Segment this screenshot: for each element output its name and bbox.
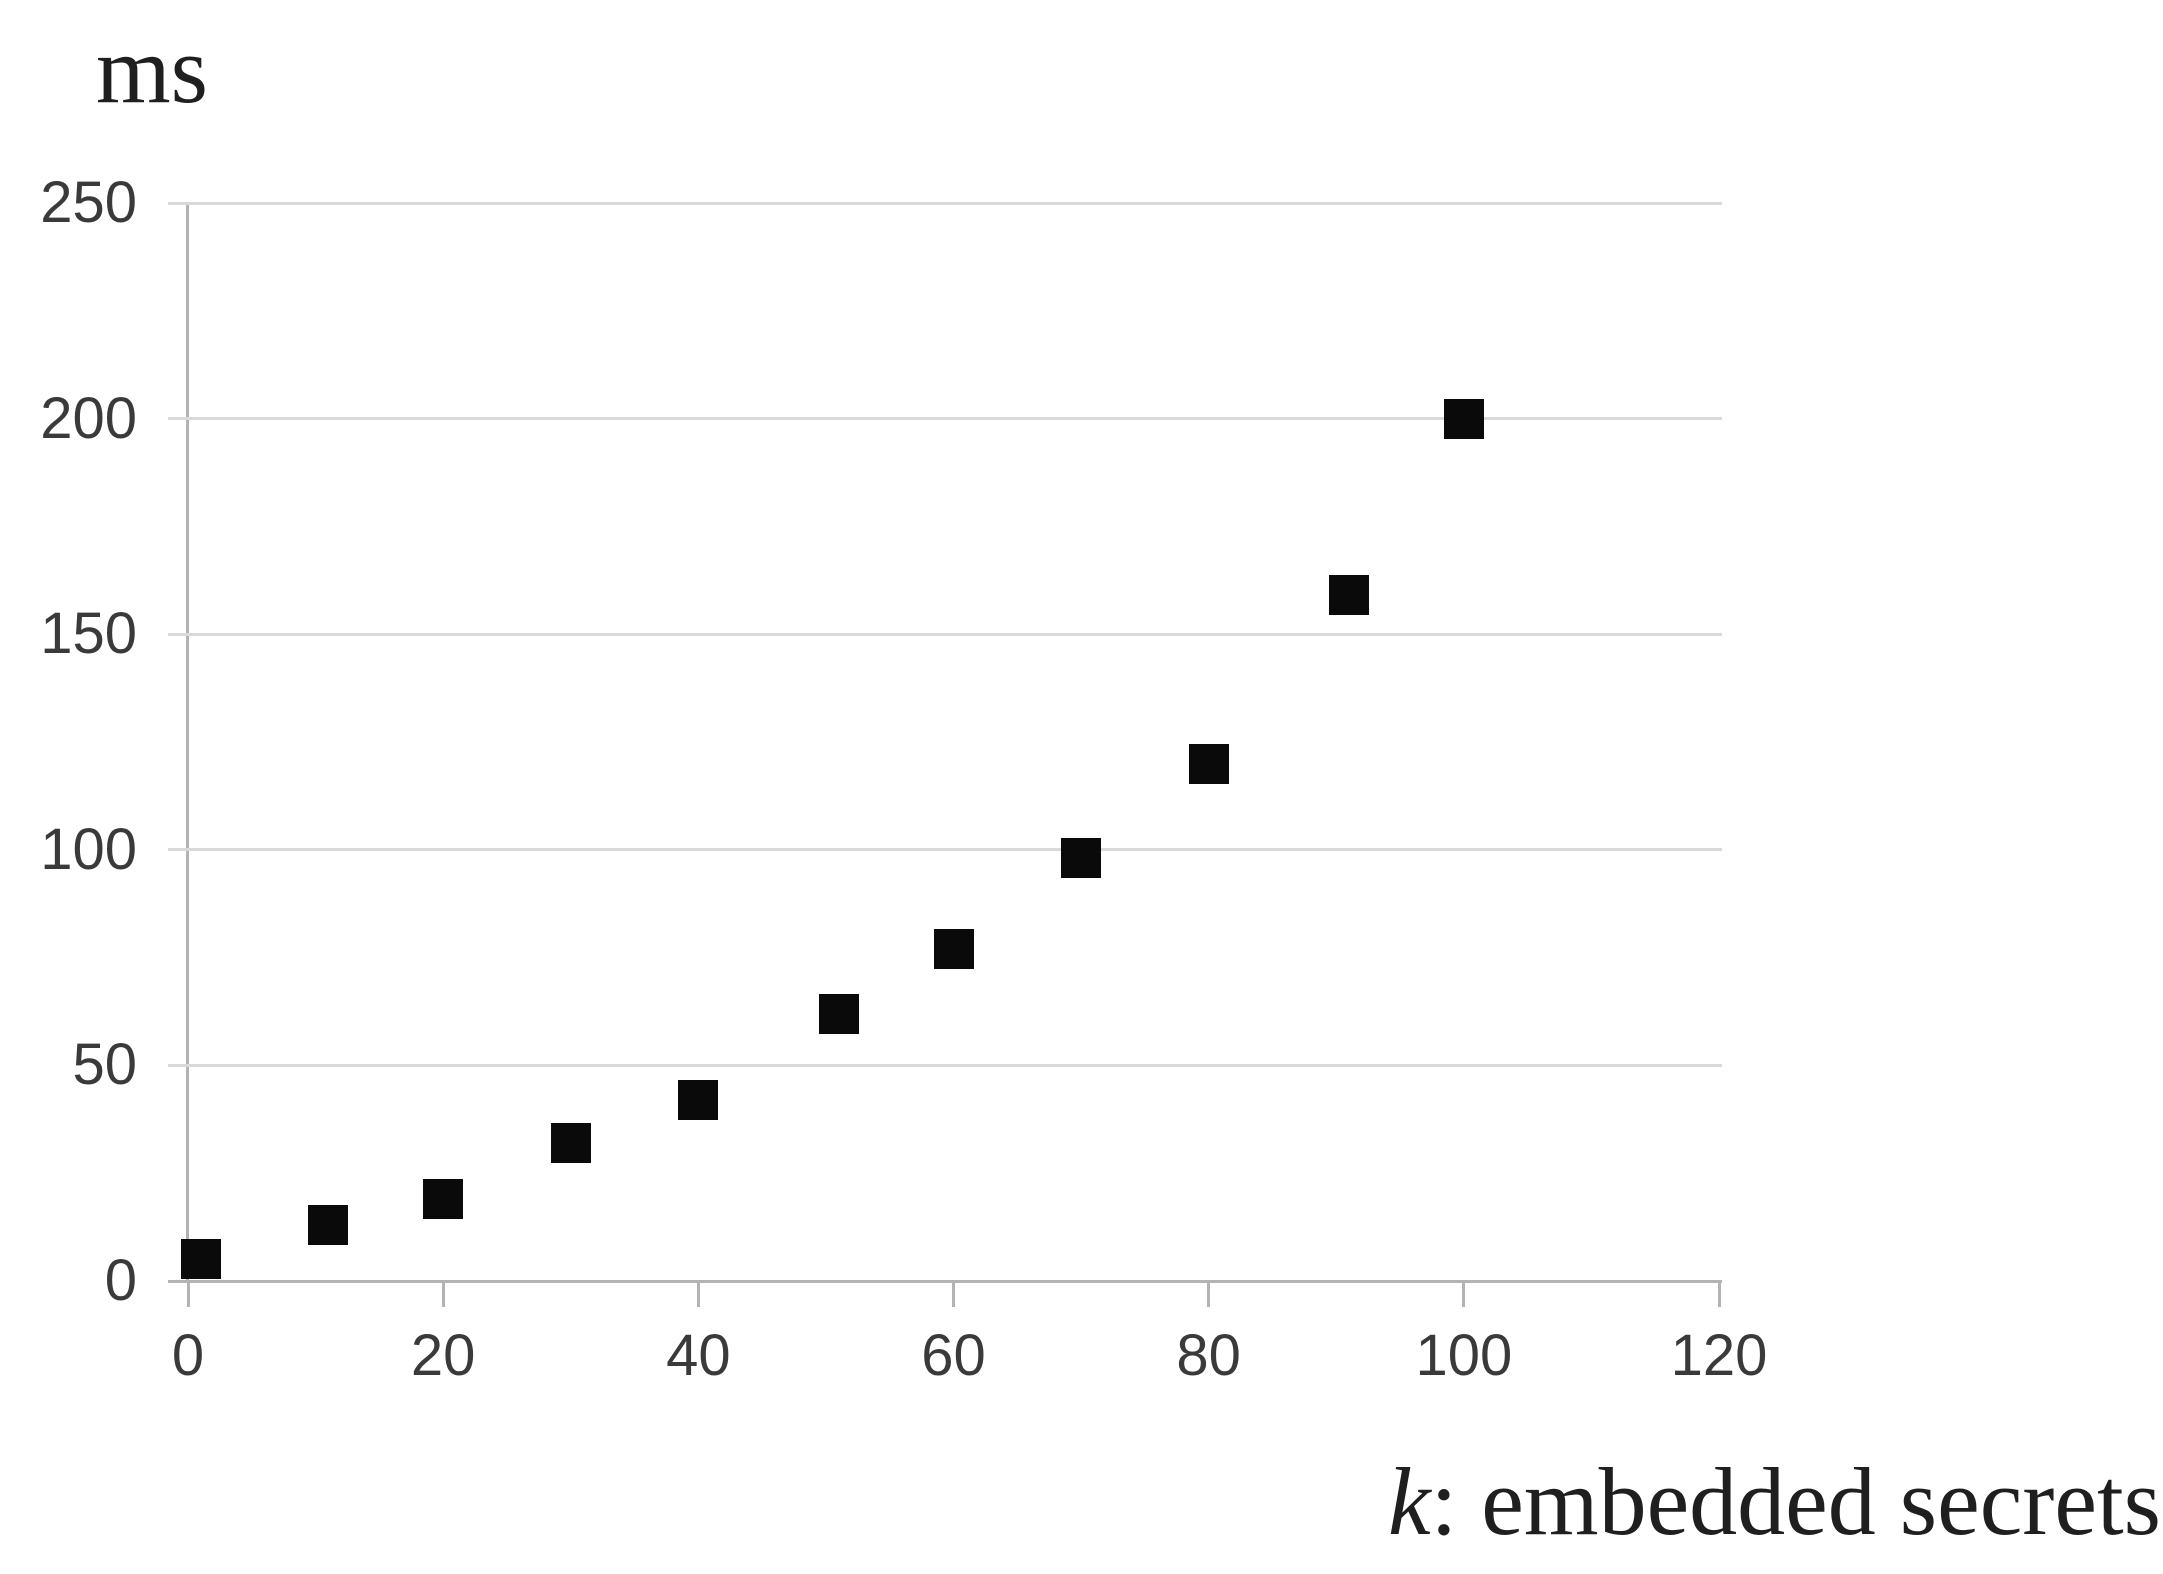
- y-tick-label-200: 200: [40, 385, 137, 451]
- x-tick-mark-100: [1462, 1283, 1466, 1307]
- x-tick-label-0: 0: [171, 1323, 205, 1388]
- gridline-y-250: [168, 201, 1722, 205]
- x-tick-mark-40: [696, 1283, 700, 1307]
- x-tick-label-80: 80: [1176, 1323, 1241, 1388]
- data-point-marker: [308, 1204, 349, 1245]
- data-point-marker: [550, 1123, 591, 1164]
- data-point-marker: [1188, 743, 1229, 784]
- x-tick-label-60: 60: [921, 1323, 986, 1388]
- y-tick-label-250: 250: [40, 170, 137, 235]
- x-tick-mark-0: [186, 1283, 190, 1307]
- data-point-marker: [678, 1079, 719, 1120]
- data-point-marker: [818, 993, 859, 1034]
- y-axis-line: [186, 203, 189, 1281]
- x-tick-label-40: 40: [666, 1323, 731, 1388]
- y-tick-label-0: 0: [104, 1248, 137, 1313]
- x-tick-mark-60: [952, 1283, 955, 1307]
- data-point-marker: [933, 928, 974, 969]
- x-axis-line: [168, 1280, 1722, 1283]
- x-tick-mark-20: [441, 1283, 445, 1307]
- y-tick-label-150: 150: [40, 601, 137, 667]
- y-tick-label-50: 50: [72, 1032, 137, 1098]
- data-point-marker: [1061, 838, 1102, 879]
- y-axis-title: ms: [96, 16, 209, 123]
- gridline-y-50: [168, 1063, 1722, 1067]
- gridline-y-150: [168, 632, 1722, 636]
- data-point-marker: [423, 1179, 464, 1220]
- data-point-marker: [180, 1239, 221, 1280]
- x-tick-label-100: 100: [1415, 1323, 1513, 1388]
- gridline-y-200: [168, 417, 1722, 421]
- x-tick-mark-120: [1717, 1283, 1721, 1307]
- gridline-y-100: [168, 848, 1722, 852]
- x-tick-label-20: 20: [410, 1323, 476, 1388]
- x-axis-title-variable: k: [1388, 1448, 1431, 1555]
- x-axis-title: k: embedded secrets: [1388, 1446, 2161, 1557]
- data-point-marker: [1329, 575, 1369, 616]
- y-tick-label-100: 100: [40, 816, 137, 882]
- x-axis-title-text: : embedded secrets: [1430, 1448, 2161, 1555]
- data-point-marker: [1443, 398, 1484, 439]
- x-tick-label-120: 120: [1670, 1323, 1768, 1388]
- x-tick-mark-80: [1207, 1283, 1211, 1307]
